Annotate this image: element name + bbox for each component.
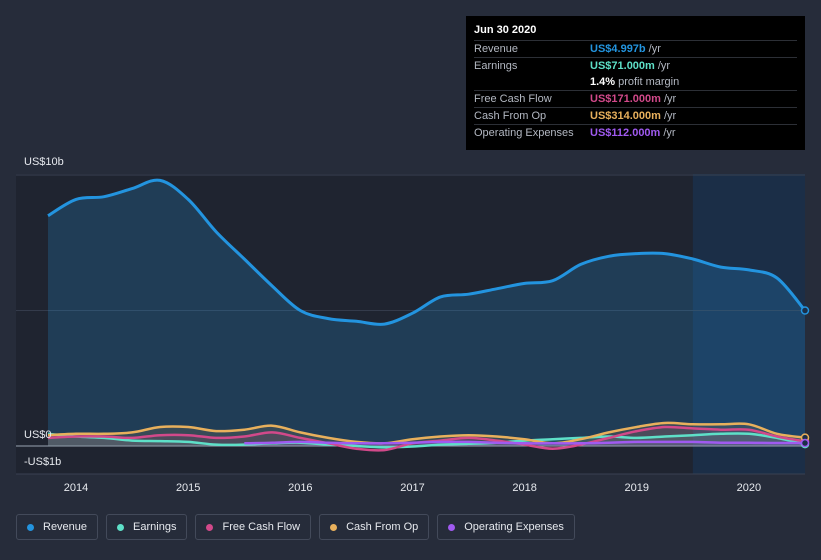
x-tick-label: 2014 (64, 482, 88, 494)
legend-dot-icon (117, 523, 125, 531)
series-endpoint-operating-expenses (800, 438, 810, 448)
plot-background (16, 174, 805, 474)
x-tick-label: 2019 (625, 482, 649, 494)
x-axis-ticks: 2014 2015 2016 2017 2018 2019 2020 (64, 482, 761, 494)
series-line-earnings (47, 432, 806, 449)
x-tick-label: 2017 (400, 482, 424, 494)
tooltip-date: Jun 30 2020 (474, 24, 537, 36)
x-tick-label: 2016 (288, 482, 312, 494)
legend-item-operating-expenses[interactable]: Operating Expenses (437, 514, 575, 540)
legend-label: Free Cash Flow (222, 521, 301, 533)
tooltip-row-suffix: /yr (663, 127, 676, 139)
legend-dot-icon (27, 523, 34, 531)
x-tick-label: 2018 (512, 482, 536, 494)
x-tick-label: 2020 (737, 482, 761, 494)
series-area-revenue (48, 180, 805, 446)
y-axis-top-label: US$10b (24, 156, 64, 168)
tooltip-row: Earnings US$71.000m/yr (474, 57, 797, 74)
tooltip-row-label: Free Cash Flow (474, 93, 552, 105)
tooltip-row-suffix: /yr (648, 43, 661, 55)
tooltip-row: Cash From Op US$314.000m/yr (474, 107, 797, 124)
data-tooltip: Jun 30 2020 Revenue US$4.997b/yr Earnings U… (466, 16, 805, 150)
tooltip-row-suffix: /yr (657, 60, 671, 72)
tooltip-row-label: Cash From Op (474, 110, 547, 122)
tooltip-row-value: US$171.000m (590, 93, 661, 105)
tooltip-row-label: Revenue (474, 43, 519, 55)
legend-label: Operating Expenses (464, 521, 564, 533)
series-lines (47, 178, 807, 452)
x-tick-label: 2015 (176, 482, 200, 494)
tooltip-row-value: US$314.000m (590, 110, 661, 122)
tooltip-row-label: Operating Expenses (474, 127, 574, 139)
tooltip-row-value: 1.4% (590, 76, 616, 88)
tooltip-row-suffix: profit margin (618, 76, 680, 88)
tooltip-row-suffix: /yr (663, 110, 677, 122)
tooltip-row-value: US$112.000m (590, 127, 661, 139)
legend-item-earnings[interactable]: Earnings (106, 514, 188, 540)
legend-item-revenue[interactable]: Revenue (16, 514, 99, 540)
y-axis-zero-label: US$0 (24, 429, 52, 441)
y-axis-negative-label: -US$1b (24, 456, 62, 468)
tooltip-row: Operating Expenses US$112.000m/yr (474, 124, 797, 141)
legend-item-free-cash-flow[interactable]: Free Cash Flow (195, 514, 312, 540)
tooltip-row: Revenue US$4.997b/yr (474, 40, 797, 57)
legend-label: Revenue (43, 521, 88, 533)
series-line-operating-expenses (244, 440, 806, 445)
chart-legend: Revenue Earnings Free Cash Flow Cash From O… (16, 514, 575, 540)
series-line-revenue (47, 178, 807, 326)
legend-label: Cash From Op (346, 521, 419, 533)
series-area-cash-from-op (48, 422, 805, 446)
series-line-cash-from-op (47, 421, 806, 445)
series-endpoint-revenue (800, 306, 810, 315)
tooltip-row: Free Cash Flow US$171.000m/yr (474, 90, 797, 107)
tooltip-row-value: US$71.000m (590, 60, 655, 72)
series-endpoints (800, 306, 810, 449)
tooltip-row-suffix: /yr (663, 93, 677, 105)
tooltip-row-value: US$4.997b (590, 43, 646, 55)
legend-item-cash-from-op[interactable]: Cash From Op (319, 514, 430, 540)
tooltip-row-label: Earnings (474, 60, 518, 72)
legend-label: Earnings (133, 521, 177, 533)
tooltip-row: 1.4% profit margin (474, 74, 797, 90)
legend-dot-icon (330, 523, 338, 531)
legend-dot-icon (448, 523, 456, 531)
legend-dot-icon (206, 523, 214, 531)
